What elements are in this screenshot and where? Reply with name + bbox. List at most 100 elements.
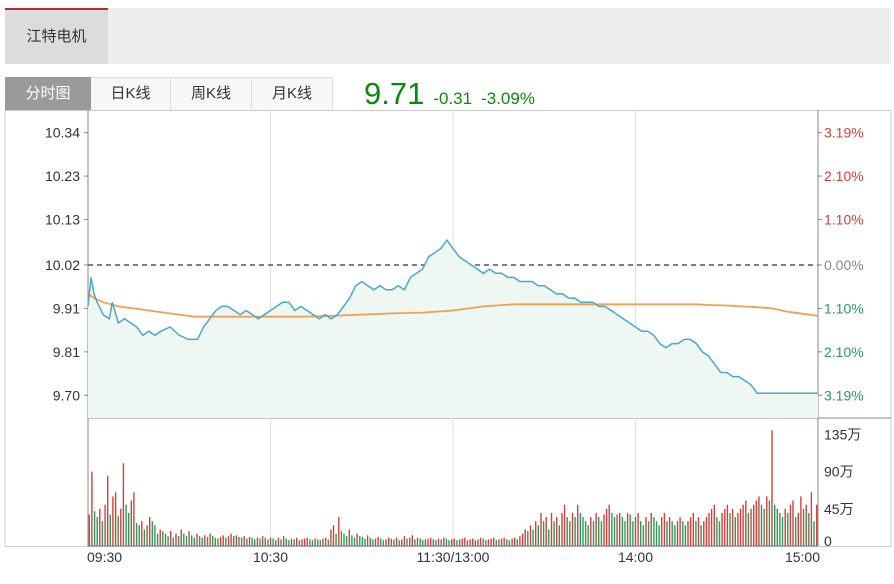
tab-intraday[interactable]: 分时图: [5, 77, 91, 111]
volume-bar: [301, 539, 303, 546]
volume-bar: [550, 512, 553, 546]
volume-bar: [183, 533, 185, 546]
volume-bar: [668, 517, 671, 546]
volume-bar: [582, 517, 584, 546]
volume-bar: [545, 517, 547, 546]
volume-bar: [125, 504, 127, 546]
volume-bar: [708, 512, 710, 546]
volume-bar: [196, 533, 198, 546]
volume-bar: [416, 537, 419, 546]
volume-bar: [135, 522, 138, 546]
volume-bar: [233, 536, 235, 546]
volume-bar: [485, 540, 487, 546]
intraday-chart: 10.34 3.19% 10.23 2.10% 10.13 1.10% 10.02 0.00%…: [0, 110, 894, 579]
volume-bar: [275, 540, 277, 546]
volume-bar: [259, 538, 261, 546]
price-change: -0.31: [433, 89, 473, 108]
volume-bar: [666, 521, 668, 546]
volume-bar: [280, 539, 282, 546]
tab-monthly-k[interactable]: 月K线: [252, 77, 333, 111]
volume-bar: [388, 537, 390, 546]
volume-bar: [661, 517, 663, 546]
volume-bar: [776, 508, 778, 546]
volume-bar: [230, 533, 232, 546]
volume-bar: [781, 517, 784, 546]
volume-bar: [445, 538, 448, 546]
intraday-chart-svg: 10.34 3.19% 10.23 2.10% 10.13 1.10% 10.02 0.00%…: [4, 110, 892, 565]
volume-bar: [422, 540, 424, 546]
stock-tab[interactable]: 江特电机: [5, 8, 108, 64]
volume-bar: [787, 512, 789, 546]
volume-bar: [130, 500, 132, 546]
price-change-percent: -3.09%: [481, 89, 535, 108]
volume-bar: [453, 538, 455, 546]
tab-daily-k[interactable]: 日K线: [91, 77, 171, 111]
volume-bar: [351, 535, 353, 546]
volume-bar: [700, 525, 702, 546]
volume-bar: [288, 540, 290, 546]
volume-bar: [674, 525, 676, 546]
volume-bar: [243, 536, 245, 546]
volume-bar: [435, 540, 437, 546]
volume-bar: [640, 521, 642, 546]
volume-bar: [800, 496, 802, 546]
volume-bar: [424, 539, 427, 546]
volume-bar: [587, 525, 589, 546]
volume-bar: [332, 525, 335, 546]
volume-bar: [592, 521, 595, 546]
volume-bar: [590, 517, 592, 546]
volume-bar: [703, 521, 705, 546]
volume-bar: [146, 525, 148, 546]
price-line: [87, 238, 818, 394]
volume-bar: [724, 508, 726, 546]
volume-bar: [579, 512, 581, 546]
price-tick-label: 10.02: [45, 257, 80, 273]
volume-bar: [716, 517, 718, 546]
volume-bar: [456, 540, 458, 546]
volume-bar: [401, 539, 403, 546]
volume-bar: [204, 535, 206, 546]
volume-bar: [763, 508, 765, 546]
volume-bar: [154, 525, 156, 546]
price-tick-label: 10.34: [45, 125, 80, 141]
volume-bar: [753, 504, 755, 546]
volume-bar: [227, 536, 230, 546]
volume-bar: [248, 536, 251, 546]
volume-bar: [498, 539, 500, 546]
volume-bar: [256, 537, 259, 546]
volume-bar: [766, 496, 768, 546]
volume-bar: [217, 538, 219, 546]
axis-labels: 10.34 3.19% 10.23 2.10% 10.13 1.10% 10.02 0.00%…: [45, 125, 864, 565]
volume-bar: [653, 517, 655, 546]
volume-bar: [750, 508, 752, 546]
price-area-fill: [88, 240, 818, 418]
volume-bar: [88, 514, 90, 546]
volume-bar: [109, 514, 111, 546]
volume-bar: [225, 537, 227, 546]
volume-bar: [432, 539, 434, 546]
volume-bar: [206, 536, 209, 546]
volume-bar: [556, 517, 558, 546]
volume-bar: [348, 529, 350, 546]
tab-weekly-k[interactable]: 周K线: [171, 77, 252, 111]
volume-bar: [600, 521, 603, 546]
volume-bar: [143, 529, 146, 546]
volume-bar: [621, 517, 624, 546]
volume-tick-label: 135万: [824, 426, 861, 442]
volume-bar: [569, 521, 571, 546]
volume-bar: [117, 516, 119, 546]
volume-bar: [729, 512, 731, 546]
volume-bar: [254, 539, 256, 546]
volume-bar: [296, 537, 298, 546]
volume-bar: [469, 539, 471, 546]
volume-bar: [330, 529, 332, 546]
volume-bar: [679, 517, 681, 546]
volume-bar: [461, 538, 463, 546]
volume-bar: [170, 531, 172, 546]
percent-tick-label: 1.10%: [824, 212, 864, 228]
price-tick-label: 9.91: [53, 300, 80, 316]
volume-bar: [104, 504, 106, 546]
volume-bar: [671, 521, 673, 546]
volume-bar: [598, 517, 600, 546]
volume-bar: [303, 538, 306, 546]
